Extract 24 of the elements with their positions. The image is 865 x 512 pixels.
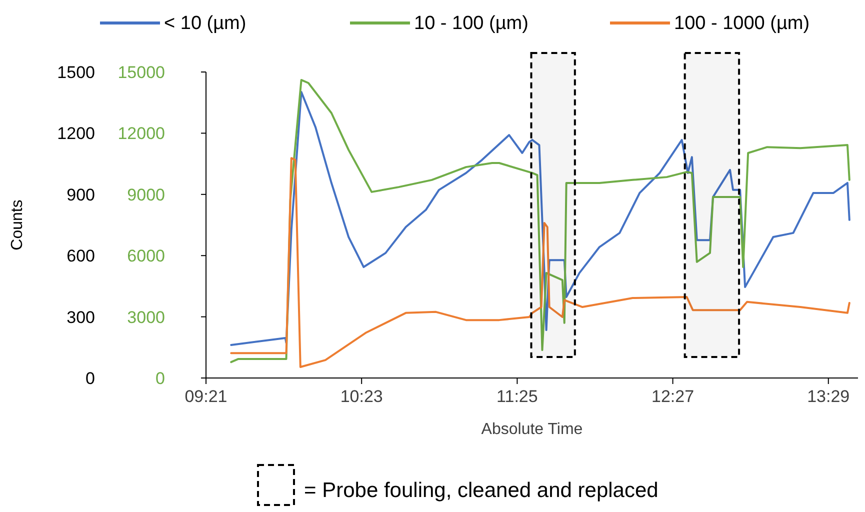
y-tick-label: 0	[86, 369, 95, 388]
x-tick-label: 13:29	[807, 387, 850, 406]
legend-label: < 10 (µm)	[164, 13, 246, 34]
y-axis-title: Counts	[9, 200, 26, 250]
y-tick-label: 300	[66, 308, 95, 327]
y-tick-label: 1200	[57, 124, 95, 144]
y2-tick-label: 3000	[127, 308, 165, 327]
x-axis-title: Absolute Time	[481, 421, 583, 438]
y2-tick-label: 6000	[127, 246, 165, 266]
legend-label: 100 - 1000 (µm)	[674, 13, 810, 34]
y2-tick-label: 0	[156, 369, 165, 388]
x-tick-label: 09:21	[184, 387, 228, 406]
y2-tick-label: 9000	[127, 185, 165, 204]
legend-label: 10 - 100 (µm)	[414, 13, 528, 34]
y2-tick-label: 15000	[118, 63, 165, 82]
x-tick-label: 11:25	[496, 387, 538, 406]
x-tick-label: 10:23	[340, 387, 383, 406]
y-tick-label: 600	[66, 246, 95, 266]
text: = Probe fouling, cleaned and replaced	[304, 479, 658, 502]
x-tick-label: 12:27	[652, 387, 694, 406]
y2-tick-label: 12000	[118, 124, 165, 144]
y-tick-label: 900	[66, 185, 95, 204]
y-tick-label: 1500	[57, 63, 95, 82]
line-series	[230, 157, 850, 368]
